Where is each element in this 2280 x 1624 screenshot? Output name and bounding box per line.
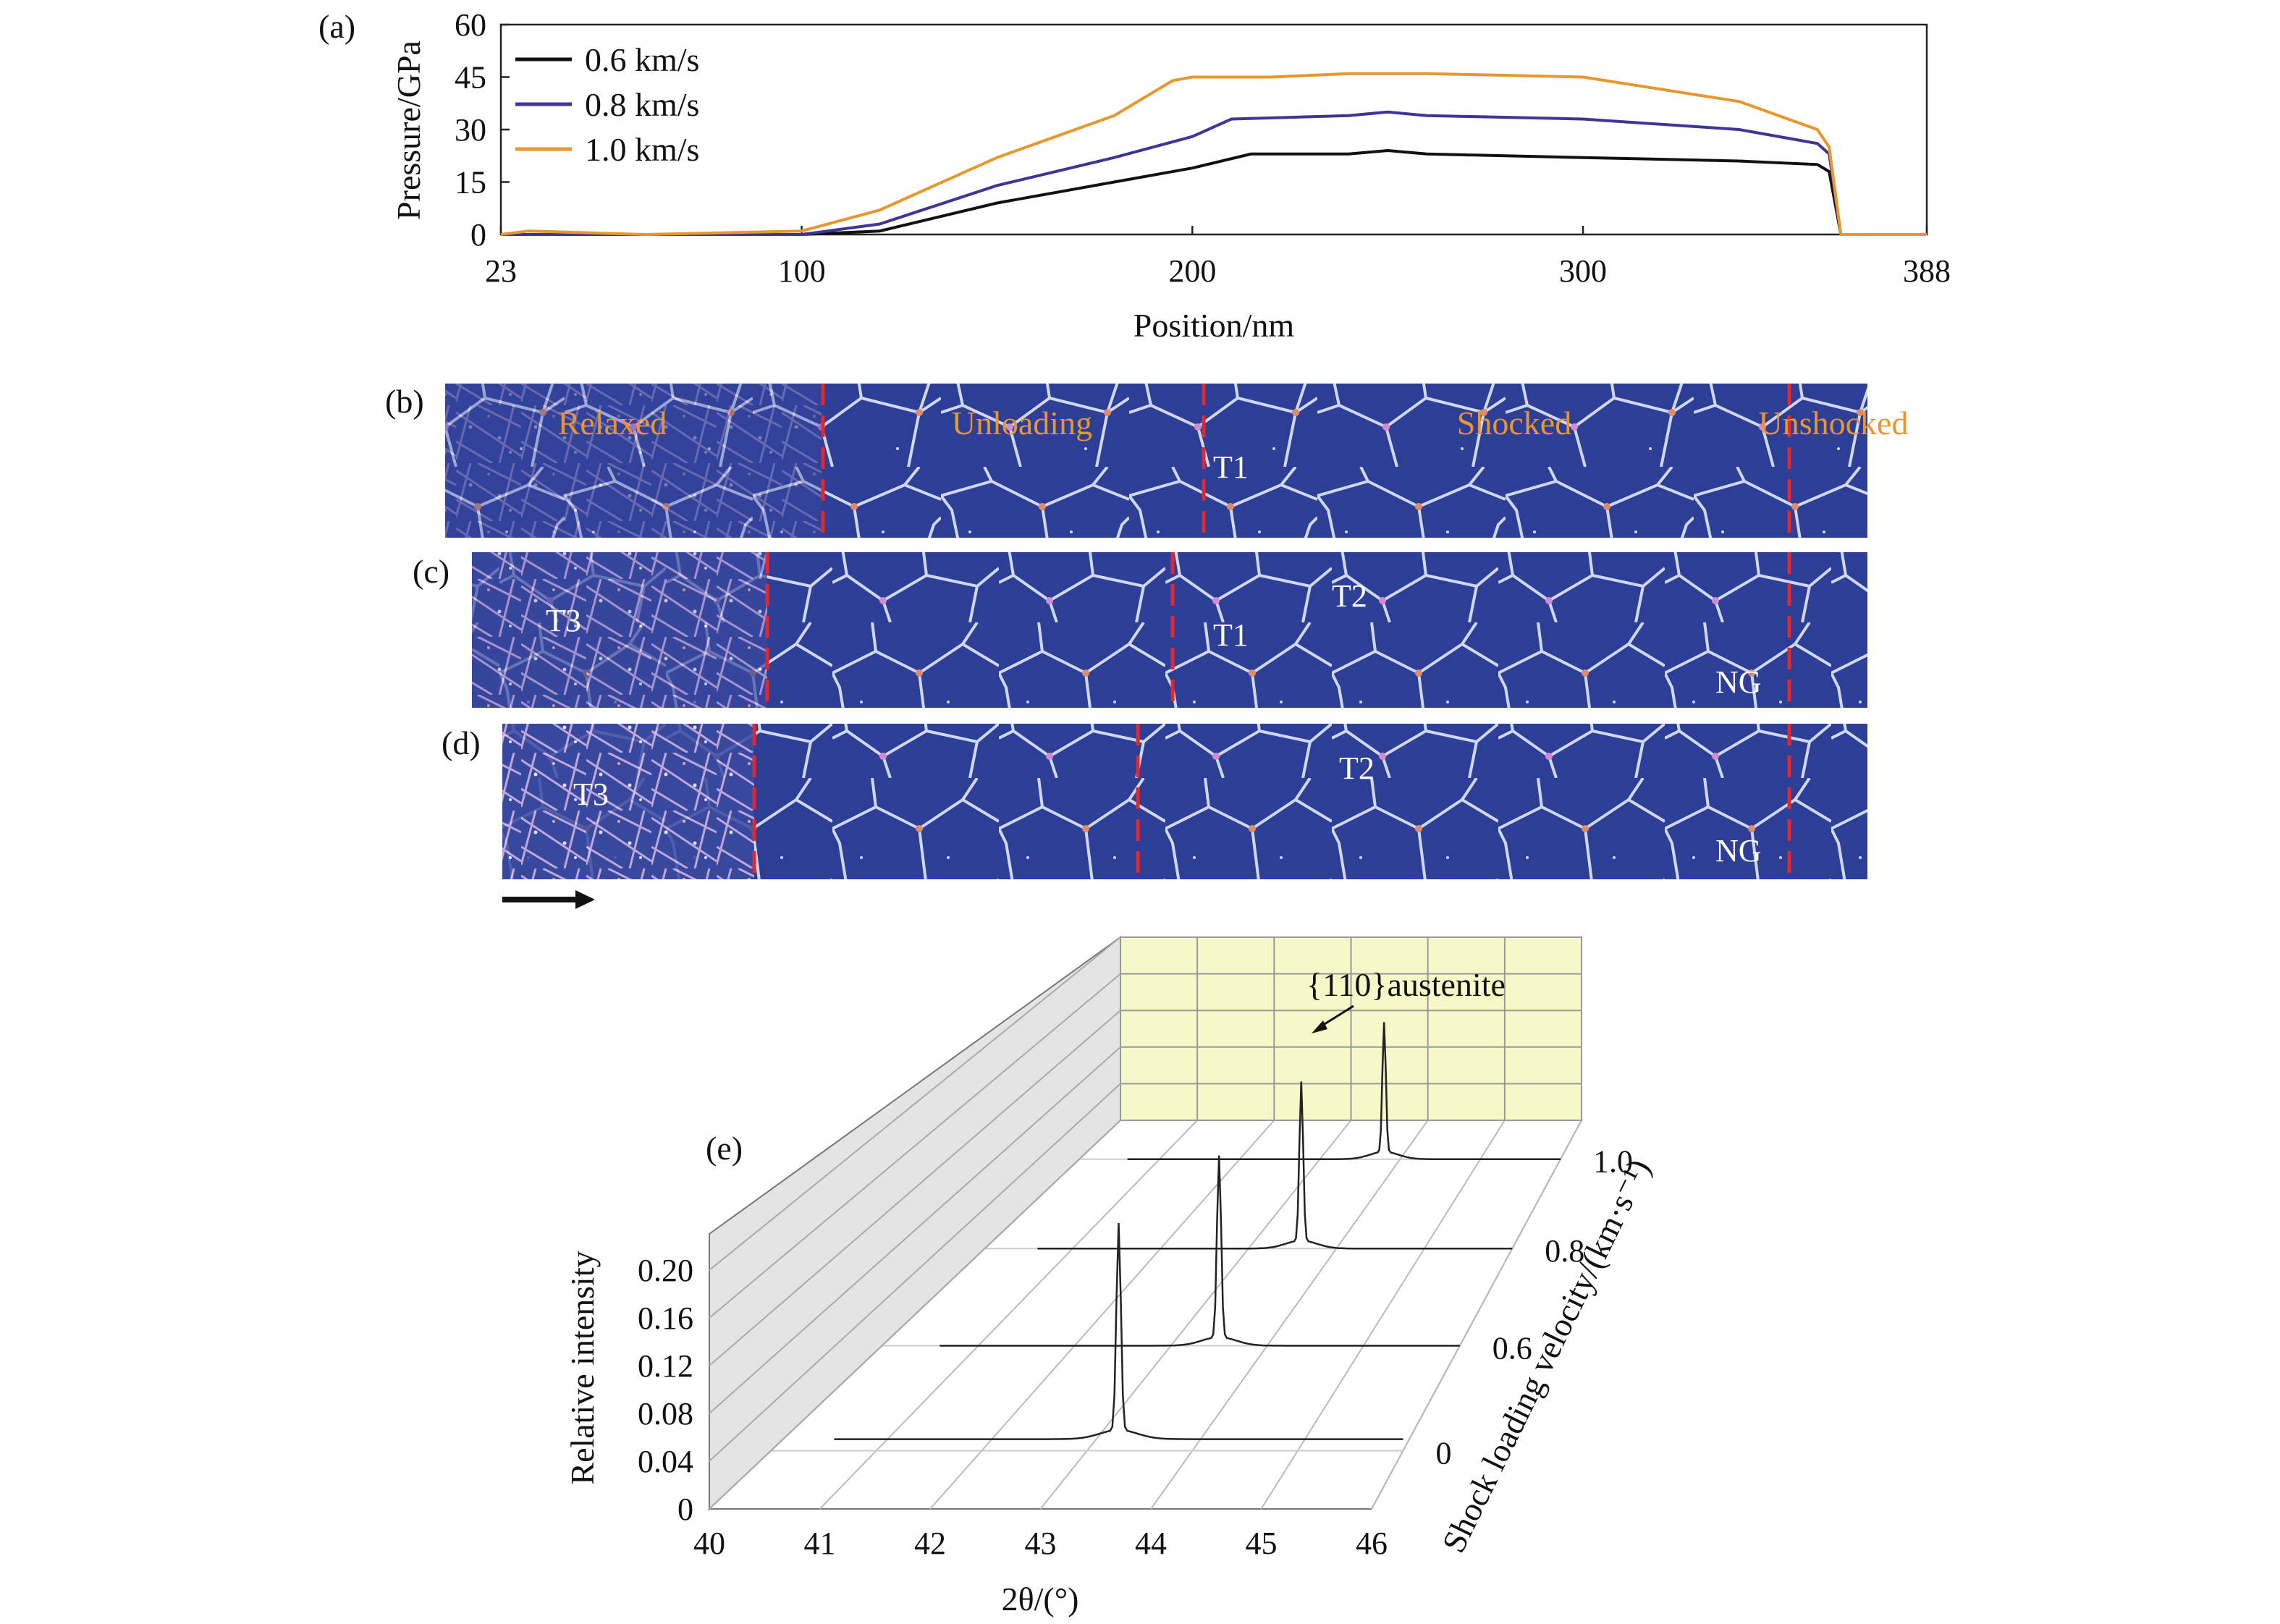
x-tick-label-a-1: 100 bbox=[778, 253, 826, 289]
region-label-unshocked: Unshocked bbox=[1759, 405, 1909, 441]
grain-label-c-t2: T2 bbox=[1332, 578, 1367, 614]
depth-tick-label-e-2: 0.8 bbox=[1545, 1233, 1584, 1269]
y-tick-label-a-4: 60 bbox=[455, 7, 486, 43]
x-tick-label-a-2: 200 bbox=[1168, 253, 1216, 289]
legend-label-a-0: 0.6 km/s bbox=[585, 41, 699, 78]
series-line-a-0 bbox=[501, 148, 1927, 236]
legend-label-a-2: 1.0 km/s bbox=[585, 131, 699, 168]
y-tick-label-e-5: 0.20 bbox=[638, 1253, 693, 1288]
side-wall-grid-y-2 bbox=[709, 1046, 1121, 1414]
y-axis-label-a: Pressure/GPa bbox=[390, 41, 427, 220]
y-axis-label-e: Relative intensity bbox=[564, 1251, 601, 1484]
x-axis-label-a: Position/nm bbox=[1133, 307, 1295, 344]
panel-label-e: (e) bbox=[706, 1130, 743, 1167]
tick-layer-a: 23 100 200 300 388 0 15 30 45 60 bbox=[455, 7, 1951, 289]
relaxed-texture-b bbox=[445, 384, 822, 538]
x-tick-label-e-4: 44 bbox=[1135, 1526, 1167, 1561]
floor-grid-x-6 bbox=[1371, 1120, 1582, 1510]
panel-e-xrd-waterfall: (e) 40 41 42 43 44 45 46 0 0.04 0.08 0.12 0.16 0.20 0… bbox=[564, 936, 1658, 1617]
floor-grid-x-2 bbox=[929, 1120, 1275, 1510]
relaxed-texture-c bbox=[472, 552, 767, 708]
grain-label-d-ng: NG bbox=[1715, 833, 1762, 868]
grain-label-d-t2: T2 bbox=[1339, 750, 1375, 786]
x-tick-label-e-6: 46 bbox=[1356, 1526, 1388, 1561]
floor-grid-x-5 bbox=[1260, 1120, 1506, 1510]
panel-b-simulation: (b) Relaxed Unloading Shocked Unshocked … bbox=[385, 383, 1908, 538]
y-tick-label-e-4: 0.16 bbox=[638, 1301, 693, 1336]
grain-label-c-t3: T3 bbox=[546, 603, 581, 638]
legend-a: 0.6 km/s 0.8 km/s 1.0 km/s bbox=[515, 41, 699, 168]
grain-label-c-ng: NG bbox=[1715, 664, 1762, 700]
series-line-a-1 bbox=[501, 110, 1927, 236]
y-tick-label-a-3: 45 bbox=[455, 60, 486, 96]
depth-tick-label-e-3: 1.0 bbox=[1593, 1144, 1633, 1180]
panel-label-c: (c) bbox=[413, 553, 449, 590]
panel-label-a: (a) bbox=[318, 8, 355, 45]
depth-tick-label-e-1: 0.6 bbox=[1492, 1330, 1532, 1366]
x-tick-label-e-1: 41 bbox=[804, 1526, 836, 1561]
xrd-trace-2 bbox=[1037, 1081, 1513, 1250]
side-wall-grid-y-1 bbox=[709, 1083, 1121, 1462]
grain-label-b-t1: T1 bbox=[1213, 449, 1249, 485]
tick-layer-e: 40 41 42 43 44 45 46 0 0.04 0.08 0.12 0.16 0.20 0 0.6 0… bbox=[638, 1144, 1633, 1561]
y-tick-label-e-0: 0 bbox=[677, 1492, 693, 1527]
x-tick-label-a-3: 300 bbox=[1559, 253, 1607, 289]
side-wall-grid-y-0 bbox=[709, 1120, 1121, 1510]
xrd-trace-0 bbox=[834, 1222, 1403, 1440]
x-tick-label-a-4: 388 bbox=[1903, 253, 1951, 289]
side-wall-grid-y-3 bbox=[709, 1010, 1121, 1366]
depth-tick-label-e-0: 0 bbox=[1436, 1435, 1452, 1471]
side-wall-grid-y-4 bbox=[709, 973, 1121, 1319]
x-tick-label-a-0: 23 bbox=[485, 253, 517, 289]
y-tick-label-a-1: 15 bbox=[455, 165, 486, 200]
region-label-unloading: Unloading bbox=[952, 405, 1092, 441]
right-arrow-icon bbox=[502, 890, 595, 909]
grain-label-d-t3: T3 bbox=[573, 777, 609, 812]
annotation-arrow-icon bbox=[1312, 1005, 1354, 1033]
y-tick-label-e-1: 0.04 bbox=[638, 1444, 693, 1479]
x-tick-label-e-3: 43 bbox=[1025, 1526, 1057, 1561]
panel-a-pressure-chart: (a) 23 100 200 300 388 0 15 30 45 60 0.6 km/s 0.8 … bbox=[318, 7, 1951, 344]
x-tick-label-e-5: 45 bbox=[1246, 1526, 1278, 1561]
region-label-shocked: Shocked bbox=[1457, 405, 1571, 441]
peak-annotation: {110}austenite bbox=[1306, 966, 1506, 1003]
y-tick-label-e-2: 0.08 bbox=[638, 1396, 693, 1431]
panel-label-d: (d) bbox=[442, 724, 481, 761]
panel-d-simulation: (d) T3 T2 NG bbox=[442, 724, 1867, 909]
x-axis-label-e: 2θ/(°) bbox=[1002, 1581, 1079, 1617]
y-tick-label-a-0: 0 bbox=[470, 217, 486, 253]
trace-layer-e bbox=[834, 1022, 1561, 1440]
xrd-trace-1 bbox=[940, 1155, 1460, 1347]
panel-c-simulation: (c) T3 T1 T2 NG bbox=[413, 552, 1867, 708]
series-layer-a bbox=[500, 72, 1927, 237]
floor-grid-x-1 bbox=[819, 1120, 1198, 1510]
plot-frame-a bbox=[499, 23, 1928, 236]
side-wall-grid-y-5 bbox=[709, 936, 1121, 1271]
panel-label-b: (b) bbox=[385, 383, 424, 420]
y-tick-label-e-3: 0.12 bbox=[638, 1348, 693, 1384]
x-tick-label-e-2: 42 bbox=[914, 1526, 946, 1561]
grain-label-c-t1: T1 bbox=[1213, 617, 1249, 653]
region-label-relaxed: Relaxed bbox=[558, 405, 667, 441]
xrd-trace-3 bbox=[1127, 1022, 1561, 1160]
x-tick-label-e-0: 40 bbox=[693, 1526, 725, 1561]
relaxed-texture-d bbox=[502, 724, 754, 879]
y-tick-label-a-2: 30 bbox=[455, 112, 486, 148]
series-line-a-2 bbox=[500, 72, 1927, 237]
floor-grid-x-4 bbox=[1150, 1120, 1429, 1510]
legend-label-a-1: 0.8 km/s bbox=[585, 86, 699, 123]
